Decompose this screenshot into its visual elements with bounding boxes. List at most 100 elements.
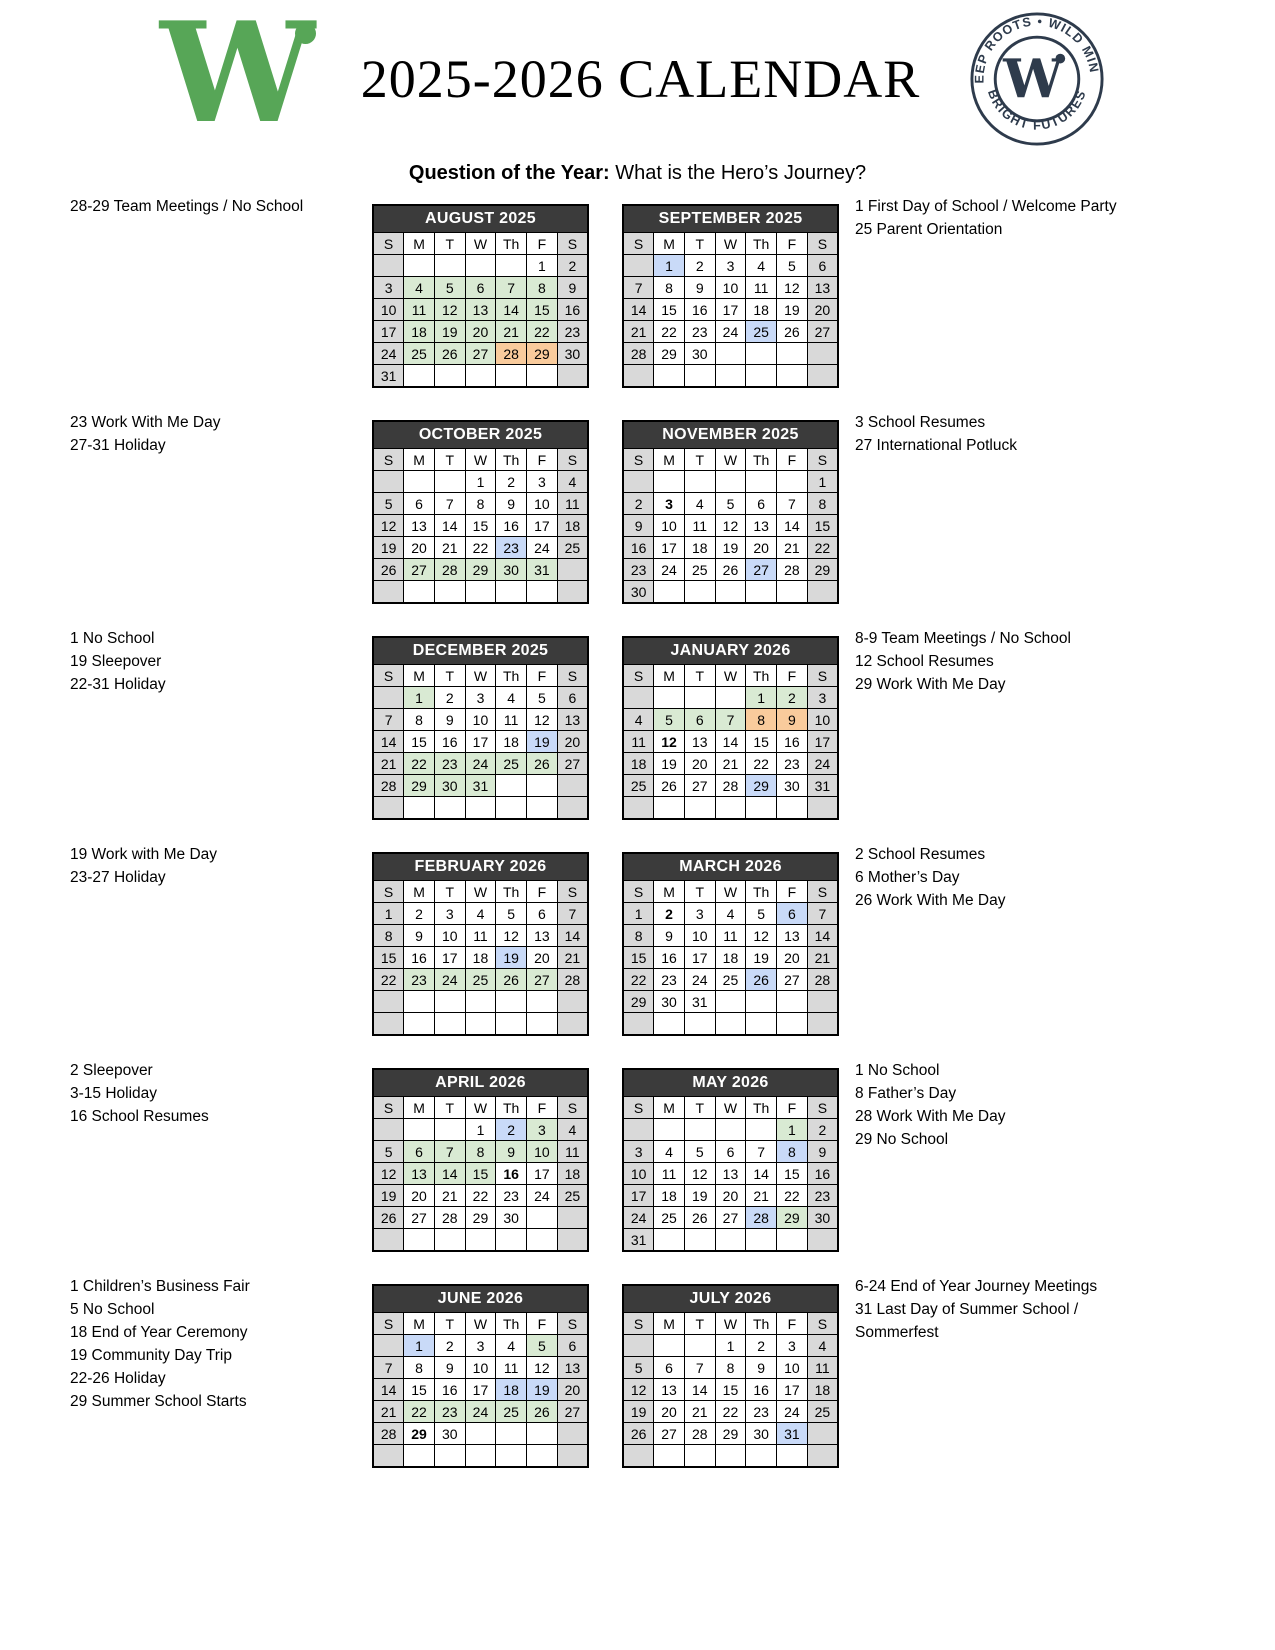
note-line: 25 Parent Orientation xyxy=(855,221,1003,238)
day-cell: 31 xyxy=(526,558,558,581)
note-line: 12 School Resumes xyxy=(855,653,994,670)
day-cell: 8 xyxy=(403,708,435,731)
day-cell: 27 xyxy=(714,1206,747,1229)
day-header-cell: M xyxy=(403,880,435,903)
day-header-cell: W xyxy=(464,1096,497,1119)
day-cell: 21 xyxy=(714,752,747,775)
day-cell: 4 xyxy=(464,902,497,925)
day-header-cell: F xyxy=(526,1096,558,1119)
day-cell: 8 xyxy=(526,276,558,299)
blank-cell xyxy=(495,1012,528,1036)
day-cell: 2 xyxy=(745,1334,778,1357)
month-title: AUGUST 2025 xyxy=(372,204,589,233)
blank-cell xyxy=(464,990,497,1013)
day-cell: 3 xyxy=(464,1334,497,1357)
month-notes-right: 2 School Resumes 6 Mother’s Day 26 Work Wi… xyxy=(855,843,1185,912)
day-cell: 19 xyxy=(683,1184,716,1207)
blank-cell xyxy=(806,990,839,1013)
day-cell: 6 xyxy=(745,492,778,515)
day-header-cell: T xyxy=(683,1096,716,1119)
blank-cell xyxy=(714,342,747,365)
day-cell: 17 xyxy=(464,1378,497,1401)
blank-cell xyxy=(714,580,747,604)
blank-cell xyxy=(403,470,435,493)
day-cell: 2 xyxy=(776,686,808,709)
blank-cell xyxy=(433,254,466,277)
month-title: JULY 2026 xyxy=(622,1284,839,1313)
day-cell: 12 xyxy=(526,1356,558,1379)
day-cell: 4 xyxy=(556,1118,589,1141)
day-cell: 21 xyxy=(495,320,528,343)
day-cell: 15 xyxy=(403,730,435,753)
blank-cell xyxy=(372,686,405,709)
day-cell: 23 xyxy=(433,1400,466,1423)
blank-cell xyxy=(745,364,778,388)
month-calendar: AUGUST 2025 S M T W Th F S 1 2 3 4 5 6 7 8 9 10 11 12 13 14 15… xyxy=(372,204,589,388)
day-cell: 13 xyxy=(464,298,497,321)
blank-cell xyxy=(495,254,528,277)
day-cell: 29 xyxy=(403,1422,435,1445)
month-calendar: MARCH 2026 S M T W Th F S 1 2 3 4 5 6 7 8 9 10 11 12 13 14 15 1… xyxy=(622,852,839,1036)
day-cell: 11 xyxy=(495,708,528,731)
blank-cell xyxy=(464,580,497,604)
note-line: 2 Sleepover xyxy=(70,1062,153,1079)
calendar-row: 1 Children’s Business Fair 5 No School 18 … xyxy=(70,1275,1275,1491)
day-cell: 26 xyxy=(372,558,405,581)
day-cell: 8 xyxy=(622,924,655,947)
day-header-cell: M xyxy=(653,448,685,471)
blank-cell xyxy=(683,1012,716,1036)
month-notes-right: 1 No School 8 Father’s Day 28 Work With Me… xyxy=(855,1059,1185,1151)
note-line: 18 End of Year Ceremony xyxy=(70,1324,248,1341)
day-cell: 24 xyxy=(776,1400,808,1423)
blank-cell xyxy=(714,686,747,709)
day-header-cell: S xyxy=(622,1312,655,1335)
day-cell: 24 xyxy=(464,1400,497,1423)
day-cell: 31 xyxy=(464,774,497,797)
blank-cell xyxy=(653,1444,685,1468)
day-header-cell: S xyxy=(806,1096,839,1119)
day-cell: 2 xyxy=(495,1118,528,1141)
note-line: 6 Mother’s Day xyxy=(855,869,960,886)
day-cell: 18 xyxy=(464,946,497,969)
month-calendar: MAY 2026 S M T W Th F S 1 2 3 4 5 6 7 8 9 10 11 12 13 14 15 16 1… xyxy=(622,1068,839,1252)
day-cell: 23 xyxy=(806,1184,839,1207)
question-of-the-year: Question of the Year: What is the Hero’s… xyxy=(0,162,1275,185)
calendar-row: 2 Sleepover 3-15 Holiday 16 School Resumes… xyxy=(70,1059,1275,1275)
day-cell: 26 xyxy=(433,342,466,365)
month-notes-left: 19 Work with Me Day 23-27 Holiday xyxy=(70,843,372,889)
blank-cell xyxy=(776,796,808,820)
day-cell: 1 xyxy=(622,902,655,925)
month-notes-right: 8-9 Team Meetings / No School 12 School R… xyxy=(855,627,1185,696)
day-cell: 2 xyxy=(806,1118,839,1141)
day-header-cell: M xyxy=(403,232,435,255)
blank-cell xyxy=(526,364,558,388)
day-cell: 21 xyxy=(433,1184,466,1207)
day-header-cell: S xyxy=(556,880,589,903)
day-cell: 31 xyxy=(622,1228,655,1252)
day-cell: 6 xyxy=(556,686,589,709)
day-header-cell: Th xyxy=(495,664,528,687)
month-title: NOVEMBER 2025 xyxy=(622,420,839,449)
day-cell: 27 xyxy=(403,1206,435,1229)
day-cell: 3 xyxy=(526,470,558,493)
blank-cell xyxy=(622,254,655,277)
day-cell: 22 xyxy=(464,536,497,559)
day-cell: 2 xyxy=(433,1334,466,1357)
day-cell: 23 xyxy=(495,536,528,559)
day-cell: 30 xyxy=(556,342,589,365)
day-header-cell: F xyxy=(776,1312,808,1335)
blank-cell xyxy=(653,1334,685,1357)
day-cell: 12 xyxy=(683,1162,716,1185)
day-cell: 13 xyxy=(806,276,839,299)
month-column: JUNE 2026 S M T W Th F S 1 2 3 4 5 6 7 8 9 10 11 12 13 14 15 16… xyxy=(372,1275,589,1468)
day-cell: 16 xyxy=(403,946,435,969)
month-title: JUNE 2026 xyxy=(372,1284,589,1313)
day-cell: 17 xyxy=(526,1162,558,1185)
day-cell: 18 xyxy=(683,536,716,559)
blank-cell xyxy=(776,1444,808,1468)
day-header-cell: S xyxy=(622,1096,655,1119)
blank-cell xyxy=(556,990,589,1013)
day-cell: 24 xyxy=(622,1206,655,1229)
day-cell: 19 xyxy=(622,1400,655,1423)
blank-cell xyxy=(464,364,497,388)
